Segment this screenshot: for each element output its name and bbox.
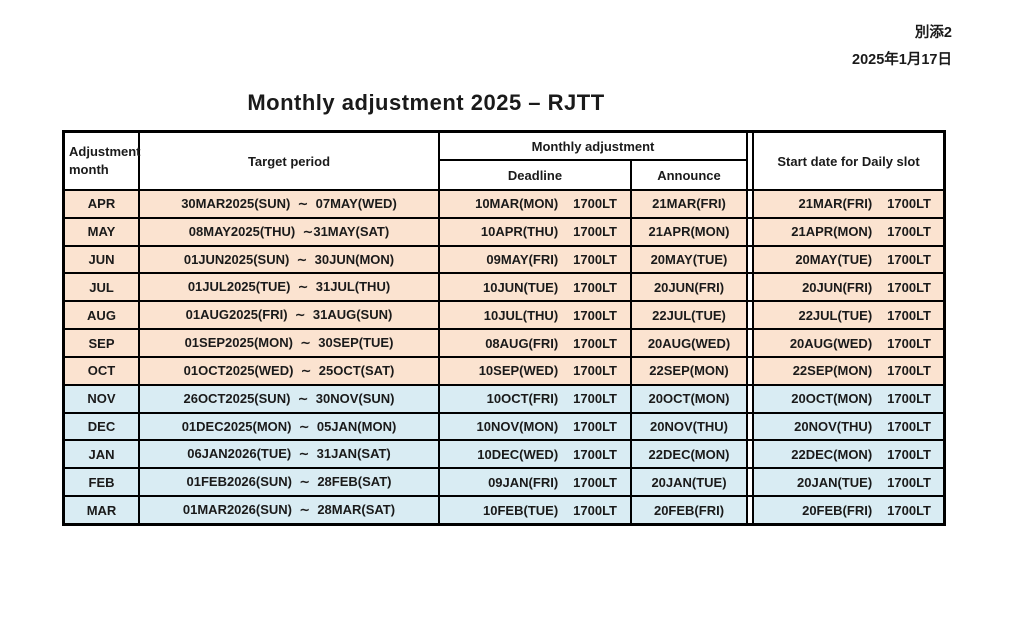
attachment-label: 別添2 xyxy=(914,25,952,41)
cell-target-period: 01SEP2025(MON) ∼ 30SEP(TUE) xyxy=(140,330,440,356)
cell-announce: 20FEB(FRI) xyxy=(632,497,746,523)
double-rule xyxy=(746,357,754,384)
cell-deadline: 09JAN(FRI) 1700LT xyxy=(440,469,632,496)
cell-announce: 20JUN(FRI) xyxy=(632,274,746,301)
cell-deadline: 10SEP(WED) 1700LT xyxy=(440,357,632,384)
double-rule xyxy=(746,246,754,273)
cell-start-date: 20FEB(FRI) 1700LT xyxy=(754,497,943,523)
table-row: DEC 01DEC2025(MON) ∼ 05JAN(MON) 10NOV(MO… xyxy=(65,413,943,442)
cell-target-period: 01AUG2025(FRI) ∼ 31AUG(SUN) xyxy=(140,302,440,329)
cell-deadline: 10NOV(MON) 1700LT xyxy=(440,413,632,440)
cell-target-period: 01DEC2025(MON) ∼ 05JAN(MON) xyxy=(140,413,440,440)
cell-start-date: 20NOV(THU) 1700LT xyxy=(754,413,943,440)
table-row: FEB 01FEB2026(SUN) ∼ 28FEB(SAT) 09JAN(FR… xyxy=(65,469,943,498)
double-rule xyxy=(746,413,754,440)
cell-target-period: 01FEB2026(SUN) ∼ 28FEB(SAT) xyxy=(140,469,440,496)
cell-announce: 20NOV(THU) xyxy=(632,413,746,440)
cell-announce: 20JAN(TUE) xyxy=(632,469,746,496)
header-monthly-adjustment-group: Monthly adjustment Deadline Announce xyxy=(440,133,746,189)
cell-start-date: 20JUN(FRI) 1700LT xyxy=(754,274,943,301)
table-row: APR 30MAR2025(SUN) ∼ 07MAY(WED) 10MAR(MO… xyxy=(65,191,943,219)
cell-start-date: 21MAR(FRI) 1700LT xyxy=(754,191,943,217)
cell-announce: 21APR(MON) xyxy=(632,218,746,245)
document-date: 2025年1月17日 xyxy=(852,51,952,68)
double-rule xyxy=(746,191,754,217)
monthly-adjustment-table: Adjustment month Target period Monthly a… xyxy=(62,130,946,526)
header-announce: Announce xyxy=(657,167,721,183)
corner-note: 別添2 2025年1月17日 xyxy=(852,20,952,74)
table-row: JUN 01JUN2025(SUN) ∼ 30JUN(MON) 09MAY(FR… xyxy=(65,246,943,275)
table-row: OCT 01OCT2025(WED) ∼ 25OCT(SAT) 10SEP(WE… xyxy=(65,357,943,386)
table-row: JAN 06JAN2026(TUE) ∼ 31JAN(SAT) 10DEC(WE… xyxy=(65,441,943,470)
cell-deadline: 10MAR(MON) 1700LT xyxy=(440,191,632,217)
cell-target-period: 06JAN2026(TUE) ∼ 31JAN(SAT) xyxy=(140,441,440,468)
double-rule xyxy=(746,385,754,412)
page-title-wrap: Monthly adjustment 2025 – RJTT xyxy=(0,90,852,116)
cell-deadline: 10FEB(TUE) 1700LT xyxy=(440,497,632,523)
cell-adjustment-month: APR xyxy=(65,191,140,217)
cell-adjustment-month: JAN xyxy=(65,441,140,468)
cell-adjustment-month: JUL xyxy=(65,274,140,301)
cell-deadline: 09MAY(FRI) 1700LT xyxy=(440,246,632,273)
cell-deadline: 08AUG(FRI) 1700LT xyxy=(440,330,632,356)
cell-start-date: 21APR(MON) 1700LT xyxy=(754,218,943,245)
double-rule xyxy=(746,469,754,496)
cell-announce: 21MAR(FRI) xyxy=(632,191,746,217)
header-target-period: Target period xyxy=(140,133,440,189)
table-row: MAY 08MAY2025(THU) ∼31MAY(SAT) 10APR(THU… xyxy=(65,218,943,247)
header-deadline: Deadline xyxy=(440,161,632,189)
cell-start-date: 22SEP(MON) 1700LT xyxy=(754,357,943,384)
cell-adjustment-month: OCT xyxy=(65,357,140,384)
table-header-row: Adjustment month Target period Monthly a… xyxy=(65,133,943,191)
header-monthly-adjustment: Monthly adjustment xyxy=(440,133,746,161)
double-rule xyxy=(746,441,754,468)
cell-target-period: 08MAY2025(THU) ∼31MAY(SAT) xyxy=(140,218,440,245)
header-adjustment-month: Adjustment month xyxy=(65,133,141,189)
cell-adjustment-month: DEC xyxy=(65,413,140,440)
double-rule xyxy=(746,330,754,356)
cell-target-period: 01JUL2025(TUE) ∼ 31JUL(THU) xyxy=(140,274,440,301)
cell-start-date: 22JUL(TUE) 1700LT xyxy=(754,302,943,329)
cell-start-date: 20AUG(WED) 1700LT xyxy=(754,330,943,356)
cell-adjustment-month: MAY xyxy=(65,218,140,245)
cell-announce: 20OCT(MON) xyxy=(632,385,746,412)
cell-announce: 22DEC(MON) xyxy=(632,441,746,468)
double-rule xyxy=(746,302,754,329)
cell-deadline: 10JUN(TUE) 1700LT xyxy=(440,274,632,301)
cell-deadline: 10JUL(THU) 1700LT xyxy=(440,302,632,329)
cell-target-period: 26OCT2025(SUN) ∼ 30NOV(SUN) xyxy=(140,385,440,412)
cell-target-period: 01MAR2026(SUN) ∼ 28MAR(SAT) xyxy=(140,497,440,523)
cell-target-period: 01JUN2025(SUN) ∼ 30JUN(MON) xyxy=(140,246,440,273)
cell-announce: 20MAY(TUE) xyxy=(632,246,746,273)
header-start-date: Start date for Daily slot xyxy=(777,153,920,169)
cell-adjustment-month: JUN xyxy=(65,246,140,273)
cell-adjustment-month: SEP xyxy=(65,330,140,356)
table-row: NOV 26OCT2025(SUN) ∼ 30NOV(SUN) 10OCT(FR… xyxy=(65,385,943,414)
double-rule xyxy=(746,274,754,301)
cell-announce: 20AUG(WED) xyxy=(632,330,746,356)
table-row: JUL 01JUL2025(TUE) ∼ 31JUL(THU) 10JUN(TU… xyxy=(65,274,943,303)
table-row: SEP 01SEP2025(MON) ∼ 30SEP(TUE) 08AUG(FR… xyxy=(65,330,943,358)
cell-target-period: 30MAR2025(SUN) ∼ 07MAY(WED) xyxy=(140,191,440,217)
cell-adjustment-month: MAR xyxy=(65,497,140,523)
cell-adjustment-month: AUG xyxy=(65,302,140,329)
cell-start-date: 22DEC(MON) 1700LT xyxy=(754,441,943,468)
cell-adjustment-month: NOV xyxy=(65,385,140,412)
double-rule xyxy=(746,497,754,523)
double-rule xyxy=(746,133,754,189)
cell-start-date: 20MAY(TUE) 1700LT xyxy=(754,246,943,273)
cell-deadline: 10OCT(FRI) 1700LT xyxy=(440,385,632,412)
cell-announce: 22SEP(MON) xyxy=(632,357,746,384)
page-title: Monthly adjustment 2025 – RJTT xyxy=(247,90,605,115)
cell-start-date: 20JAN(TUE) 1700LT xyxy=(754,469,943,496)
table-row: AUG 01AUG2025(FRI) ∼ 31AUG(SUN) 10JUL(TH… xyxy=(65,302,943,331)
cell-deadline: 10APR(THU) 1700LT xyxy=(440,218,632,245)
cell-deadline: 10DEC(WED) 1700LT xyxy=(440,441,632,468)
cell-target-period: 01OCT2025(WED) ∼ 25OCT(SAT) xyxy=(140,357,440,384)
double-rule xyxy=(746,218,754,245)
cell-adjustment-month: FEB xyxy=(65,469,140,496)
table-row: MAR 01MAR2026(SUN) ∼ 28MAR(SAT) 10FEB(TU… xyxy=(65,497,943,523)
cell-start-date: 20OCT(MON) 1700LT xyxy=(754,385,943,412)
cell-announce: 22JUL(TUE) xyxy=(632,302,746,329)
